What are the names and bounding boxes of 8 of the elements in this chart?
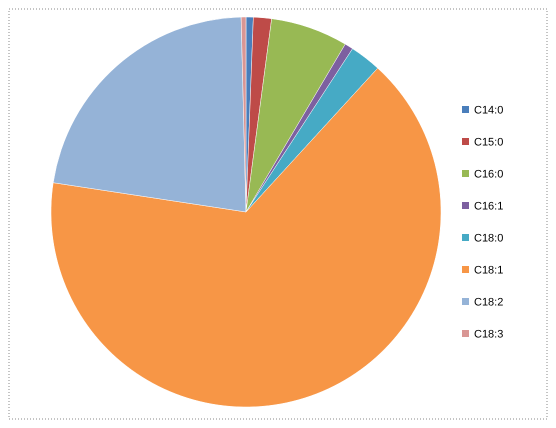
legend-label: C16:1 (474, 200, 504, 212)
legend-label: C15:0 (474, 136, 504, 148)
legend-label: C18:3 (474, 328, 504, 340)
legend-label: C14:0 (474, 104, 504, 116)
legend-label: C16:0 (474, 168, 504, 180)
legend-label: C18:2 (474, 296, 504, 308)
legend-label: C18:0 (474, 232, 504, 244)
legend-label: C18:1 (474, 264, 504, 276)
